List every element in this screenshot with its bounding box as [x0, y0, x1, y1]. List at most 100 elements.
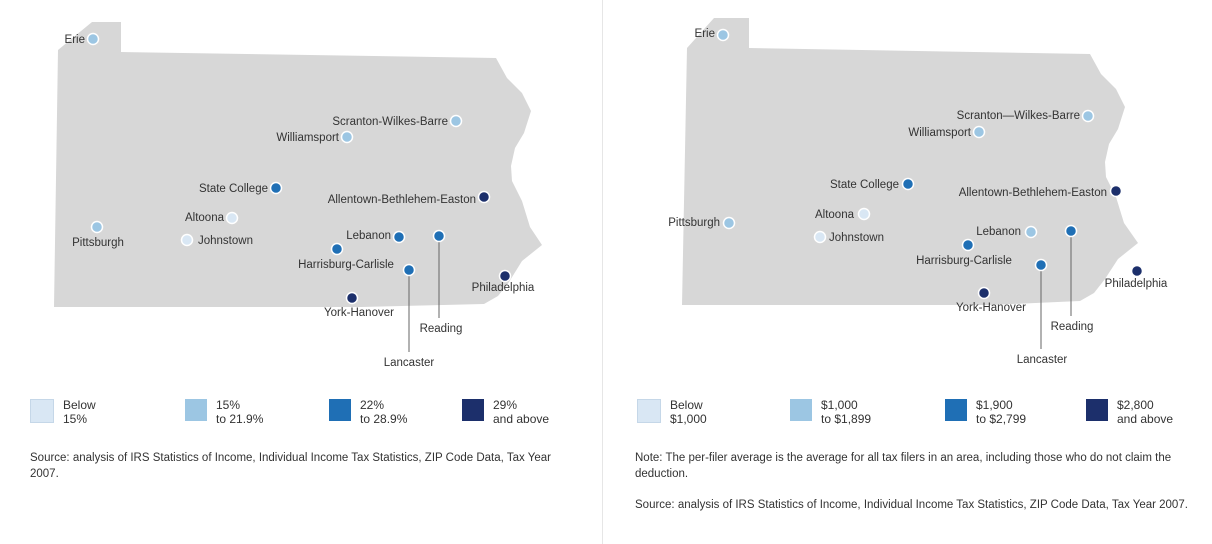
city-label: Harrisburg-Carlisle: [298, 259, 394, 271]
pennsylvania-map-left: Erie Scranton-Wilkes-Barre Williamsport Sta…: [54, 22, 542, 369]
city-marker: Allentown-Bethlehem-Easton: [328, 190, 491, 206]
legend-item: 29% and above: [462, 398, 549, 426]
city-label: Lebanon: [976, 226, 1021, 238]
legend-label: $1,000 to $1,899: [821, 398, 872, 426]
city-dot: [972, 125, 986, 139]
city-dot: [180, 233, 194, 247]
panel-divider: [602, 0, 603, 544]
city-label: Harrisburg-Carlisle: [916, 255, 1012, 267]
city-marker: Pittsburgh: [668, 216, 736, 230]
legend-label: 29% and above: [493, 398, 550, 426]
city-label: Erie: [695, 28, 715, 40]
city-label: York-Hanover: [956, 302, 1026, 314]
city-marker: Philadelphia: [472, 269, 535, 294]
city-dot: [1024, 225, 1038, 239]
legend-label: Below 15%: [63, 398, 96, 426]
legend-item: 15% to 21.9%: [185, 398, 263, 426]
legend-label: Below $1,000: [670, 398, 707, 426]
city-label: Lancaster: [384, 357, 435, 369]
city-dot: [477, 190, 491, 204]
city-label: Altoona: [815, 209, 855, 221]
city-dot: [86, 32, 100, 46]
city-dot: [1081, 109, 1095, 123]
legend-swatch: [329, 399, 351, 421]
legend-swatch: [30, 399, 54, 423]
city-dot: [225, 211, 239, 225]
city-dot: [977, 286, 991, 300]
city-label: Philadelphia: [472, 282, 535, 294]
city-marker: Lancaster: [384, 263, 435, 369]
legend-swatch: [1086, 399, 1108, 421]
city-dot: [432, 229, 446, 243]
city-dot: [1130, 264, 1144, 278]
city-label: Lebanon: [346, 230, 391, 242]
city-label: Pittsburgh: [72, 237, 124, 249]
pennsylvania-map-right: Erie Scranton—Wilkes-Barre Williamsport Sta…: [668, 18, 1168, 366]
city-dot: [392, 230, 406, 244]
city-dot: [961, 238, 975, 252]
city-dot: [269, 181, 283, 195]
map-panel-right: Erie Scranton—Wilkes-Barre Williamsport Sta…: [604, 0, 1212, 544]
city-label: Allentown-Bethlehem-Easton: [959, 187, 1107, 199]
city-label: Johnstown: [198, 235, 253, 247]
city-label: State College: [199, 183, 268, 195]
legend-item: $2,800 and above: [1086, 398, 1173, 426]
city-label: Philadelphia: [1105, 278, 1168, 290]
legend-item: 22% to 28.9%: [329, 398, 407, 426]
per-filer-note: Note: The per-filer average is the avera…: [635, 452, 1172, 480]
city-marker: Williamsport: [276, 130, 354, 144]
city-dot: [813, 230, 827, 244]
city-marker: Lebanon: [346, 230, 406, 244]
city-marker: Reading: [420, 229, 463, 335]
city-marker: York-Hanover: [956, 286, 1026, 314]
city-dot: [1064, 224, 1078, 238]
city-dot: [1109, 184, 1123, 198]
city-label: Reading: [1051, 321, 1094, 333]
city-marker: Philadelphia: [1105, 264, 1168, 290]
city-dot: [1034, 258, 1048, 272]
city-marker: Harrisburg-Carlisle: [916, 238, 1012, 267]
legend-swatch: [637, 399, 661, 423]
state-shape: [682, 18, 1138, 305]
legend-label: $1,900 to $2,799: [976, 398, 1027, 426]
legend-item: Below $1,000: [637, 398, 707, 426]
city-label: Lancaster: [1017, 354, 1068, 366]
city-dot: [90, 220, 104, 234]
legend-label: 15% to 21.9%: [216, 398, 264, 426]
city-marker: State College: [199, 181, 283, 195]
legend-swatch: [185, 399, 207, 421]
legend-item: $1,000 to $1,899: [790, 398, 871, 426]
legend-swatch: [945, 399, 967, 421]
state-shape: [54, 22, 542, 307]
city-label: Pittsburgh: [668, 217, 720, 229]
legend-swatch: [790, 399, 812, 421]
source-note: Source: analysis of IRS Statistics of In…: [635, 499, 1188, 511]
city-label: Allentown-Bethlehem-Easton: [328, 194, 476, 206]
legend-item: Below 15%: [30, 398, 96, 426]
city-label: Altoona: [185, 212, 225, 224]
city-label: Johnstown: [829, 232, 884, 244]
legend-label: 22% to 28.9%: [360, 398, 408, 426]
city-label: State College: [830, 179, 899, 191]
city-dot: [716, 28, 730, 42]
city-dot: [901, 177, 915, 191]
city-marker: Erie: [695, 28, 730, 42]
city-label: Scranton—Wilkes-Barre: [957, 110, 1080, 122]
city-label: Reading: [420, 323, 463, 335]
city-dot: [498, 269, 512, 283]
legend: Below $1,000 $1,000 to $1,899 $1,900 to …: [637, 398, 1177, 438]
city-marker: Lebanon: [976, 225, 1038, 239]
city-label: Erie: [65, 34, 85, 46]
city-label: Williamsport: [908, 127, 971, 139]
legend-item: $1,900 to $2,799: [945, 398, 1026, 426]
city-dot: [340, 130, 354, 144]
city-dot: [330, 242, 344, 256]
city-dot: [402, 263, 416, 277]
city-dot: [449, 114, 463, 128]
legend-swatch: [462, 399, 484, 421]
city-dot: [722, 216, 736, 230]
city-marker: Altoona: [815, 207, 871, 221]
city-label: Scranton-Wilkes-Barre: [332, 116, 448, 128]
city-marker: Allentown-Bethlehem-Easton: [959, 184, 1123, 199]
legend: Below 15% 15% to 21.9% 22% to 28.9% 29% …: [30, 398, 570, 438]
